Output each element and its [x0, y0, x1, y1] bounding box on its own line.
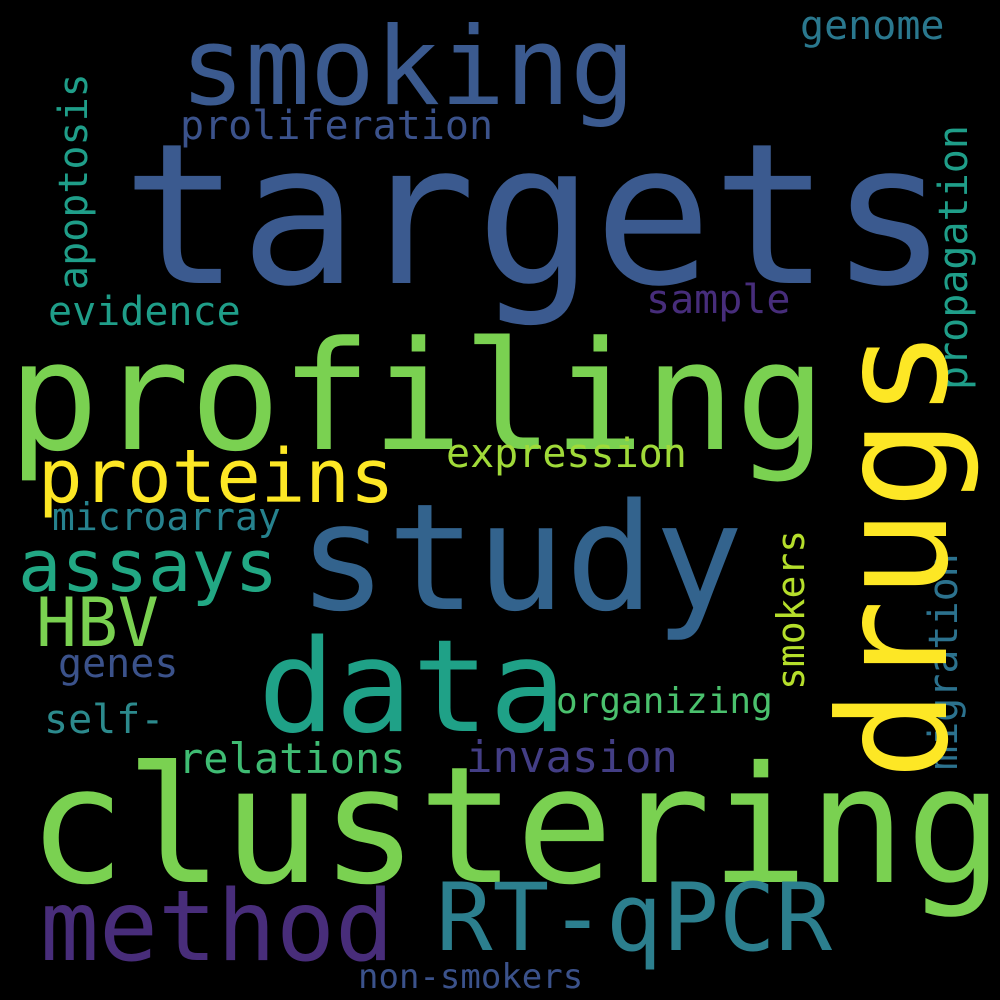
word-smokers: smokers [769, 529, 813, 690]
word-evidence: evidence [48, 289, 241, 335]
word-expression: expression [446, 431, 687, 477]
word-smoking: smoking [180, 5, 636, 130]
word-profiling: profiling [8, 309, 827, 485]
word-hbv: HBV [36, 584, 159, 663]
word-invasion: invasion [466, 732, 678, 783]
word-apoptosis: apoptosis [51, 73, 97, 290]
word-drugs: drugs [808, 328, 982, 780]
word-nonsmokers: non-smokers [358, 957, 584, 997]
word-study: study [298, 472, 744, 644]
word-targets: targets [122, 102, 949, 330]
word-proliferation: proliferation [180, 103, 494, 149]
word-assays: assays [18, 524, 279, 608]
word-genome: genome [800, 3, 945, 49]
word-method: method [40, 870, 395, 984]
word-relations: relations [178, 734, 406, 783]
word-data: data [258, 613, 567, 762]
word-proteins: proteins [38, 434, 395, 520]
word-organizing: organizing [556, 681, 773, 722]
word-genes: genes [58, 641, 179, 687]
word-microarray: microarray [52, 495, 281, 539]
word-clustering: clustering [28, 733, 1000, 921]
word-sample: sample [646, 277, 791, 323]
word-rtqpcr: RT-qPCR [436, 864, 833, 973]
word-self: self- [44, 697, 165, 743]
